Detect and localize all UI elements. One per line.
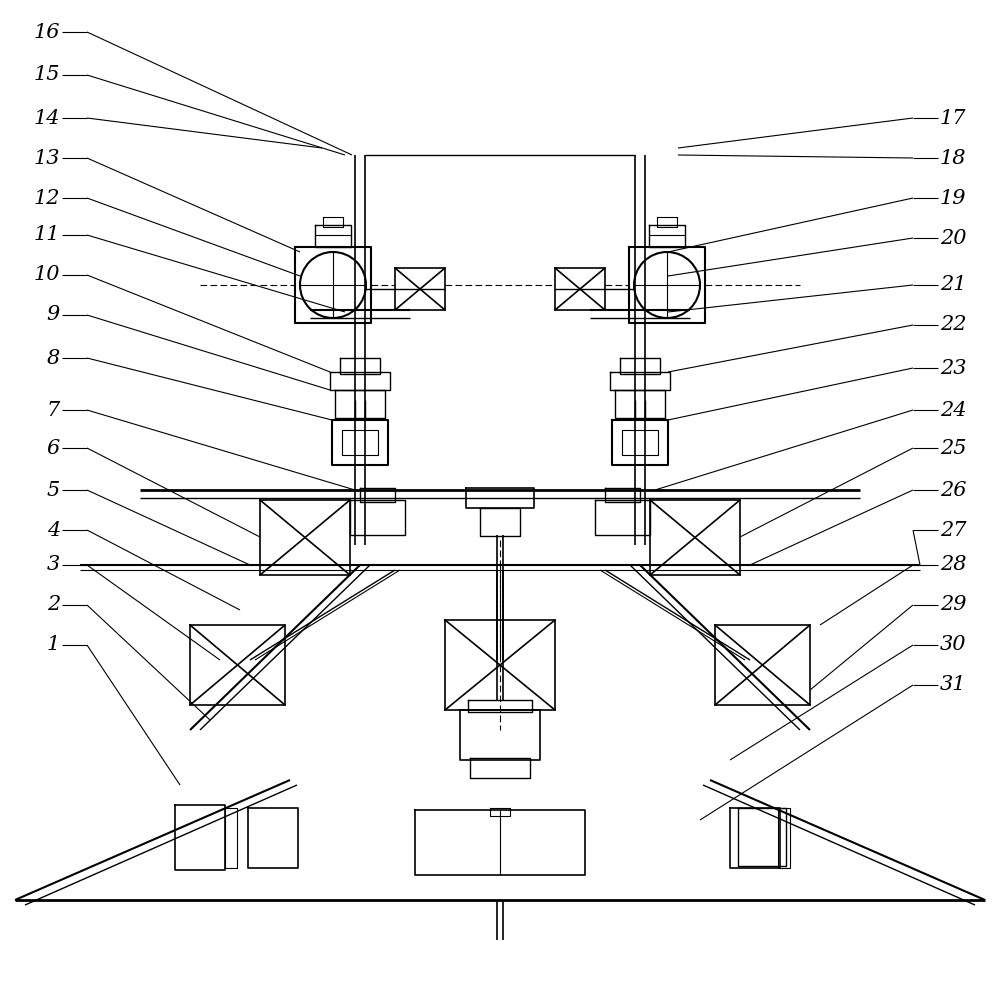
Text: 28: 28	[940, 555, 966, 574]
Text: 12: 12	[34, 189, 60, 207]
Text: 2: 2	[47, 596, 60, 614]
Text: 8: 8	[47, 349, 60, 368]
Text: 15: 15	[34, 66, 60, 85]
Text: 11: 11	[34, 225, 60, 245]
Text: 26: 26	[940, 481, 966, 499]
Text: 31: 31	[940, 675, 966, 695]
Text: 21: 21	[940, 275, 966, 295]
Text: 4: 4	[47, 521, 60, 540]
Text: 17: 17	[940, 108, 966, 128]
Text: 19: 19	[940, 189, 966, 207]
Text: 1: 1	[47, 635, 60, 655]
Text: 22: 22	[940, 316, 966, 334]
Text: 16: 16	[34, 23, 60, 41]
Text: 23: 23	[940, 359, 966, 377]
Text: 29: 29	[940, 596, 966, 614]
Text: 18: 18	[940, 148, 966, 167]
Text: 3: 3	[47, 555, 60, 574]
Text: 5: 5	[47, 481, 60, 499]
Text: 20: 20	[940, 228, 966, 248]
Text: 30: 30	[940, 635, 966, 655]
Text: 9: 9	[47, 306, 60, 324]
Text: 7: 7	[47, 400, 60, 420]
Text: 14: 14	[34, 108, 60, 128]
Text: 24: 24	[940, 400, 966, 420]
Text: 10: 10	[34, 265, 60, 284]
Text: 25: 25	[940, 438, 966, 457]
Text: 6: 6	[47, 438, 60, 457]
Text: 27: 27	[940, 521, 966, 540]
Text: 13: 13	[34, 148, 60, 167]
